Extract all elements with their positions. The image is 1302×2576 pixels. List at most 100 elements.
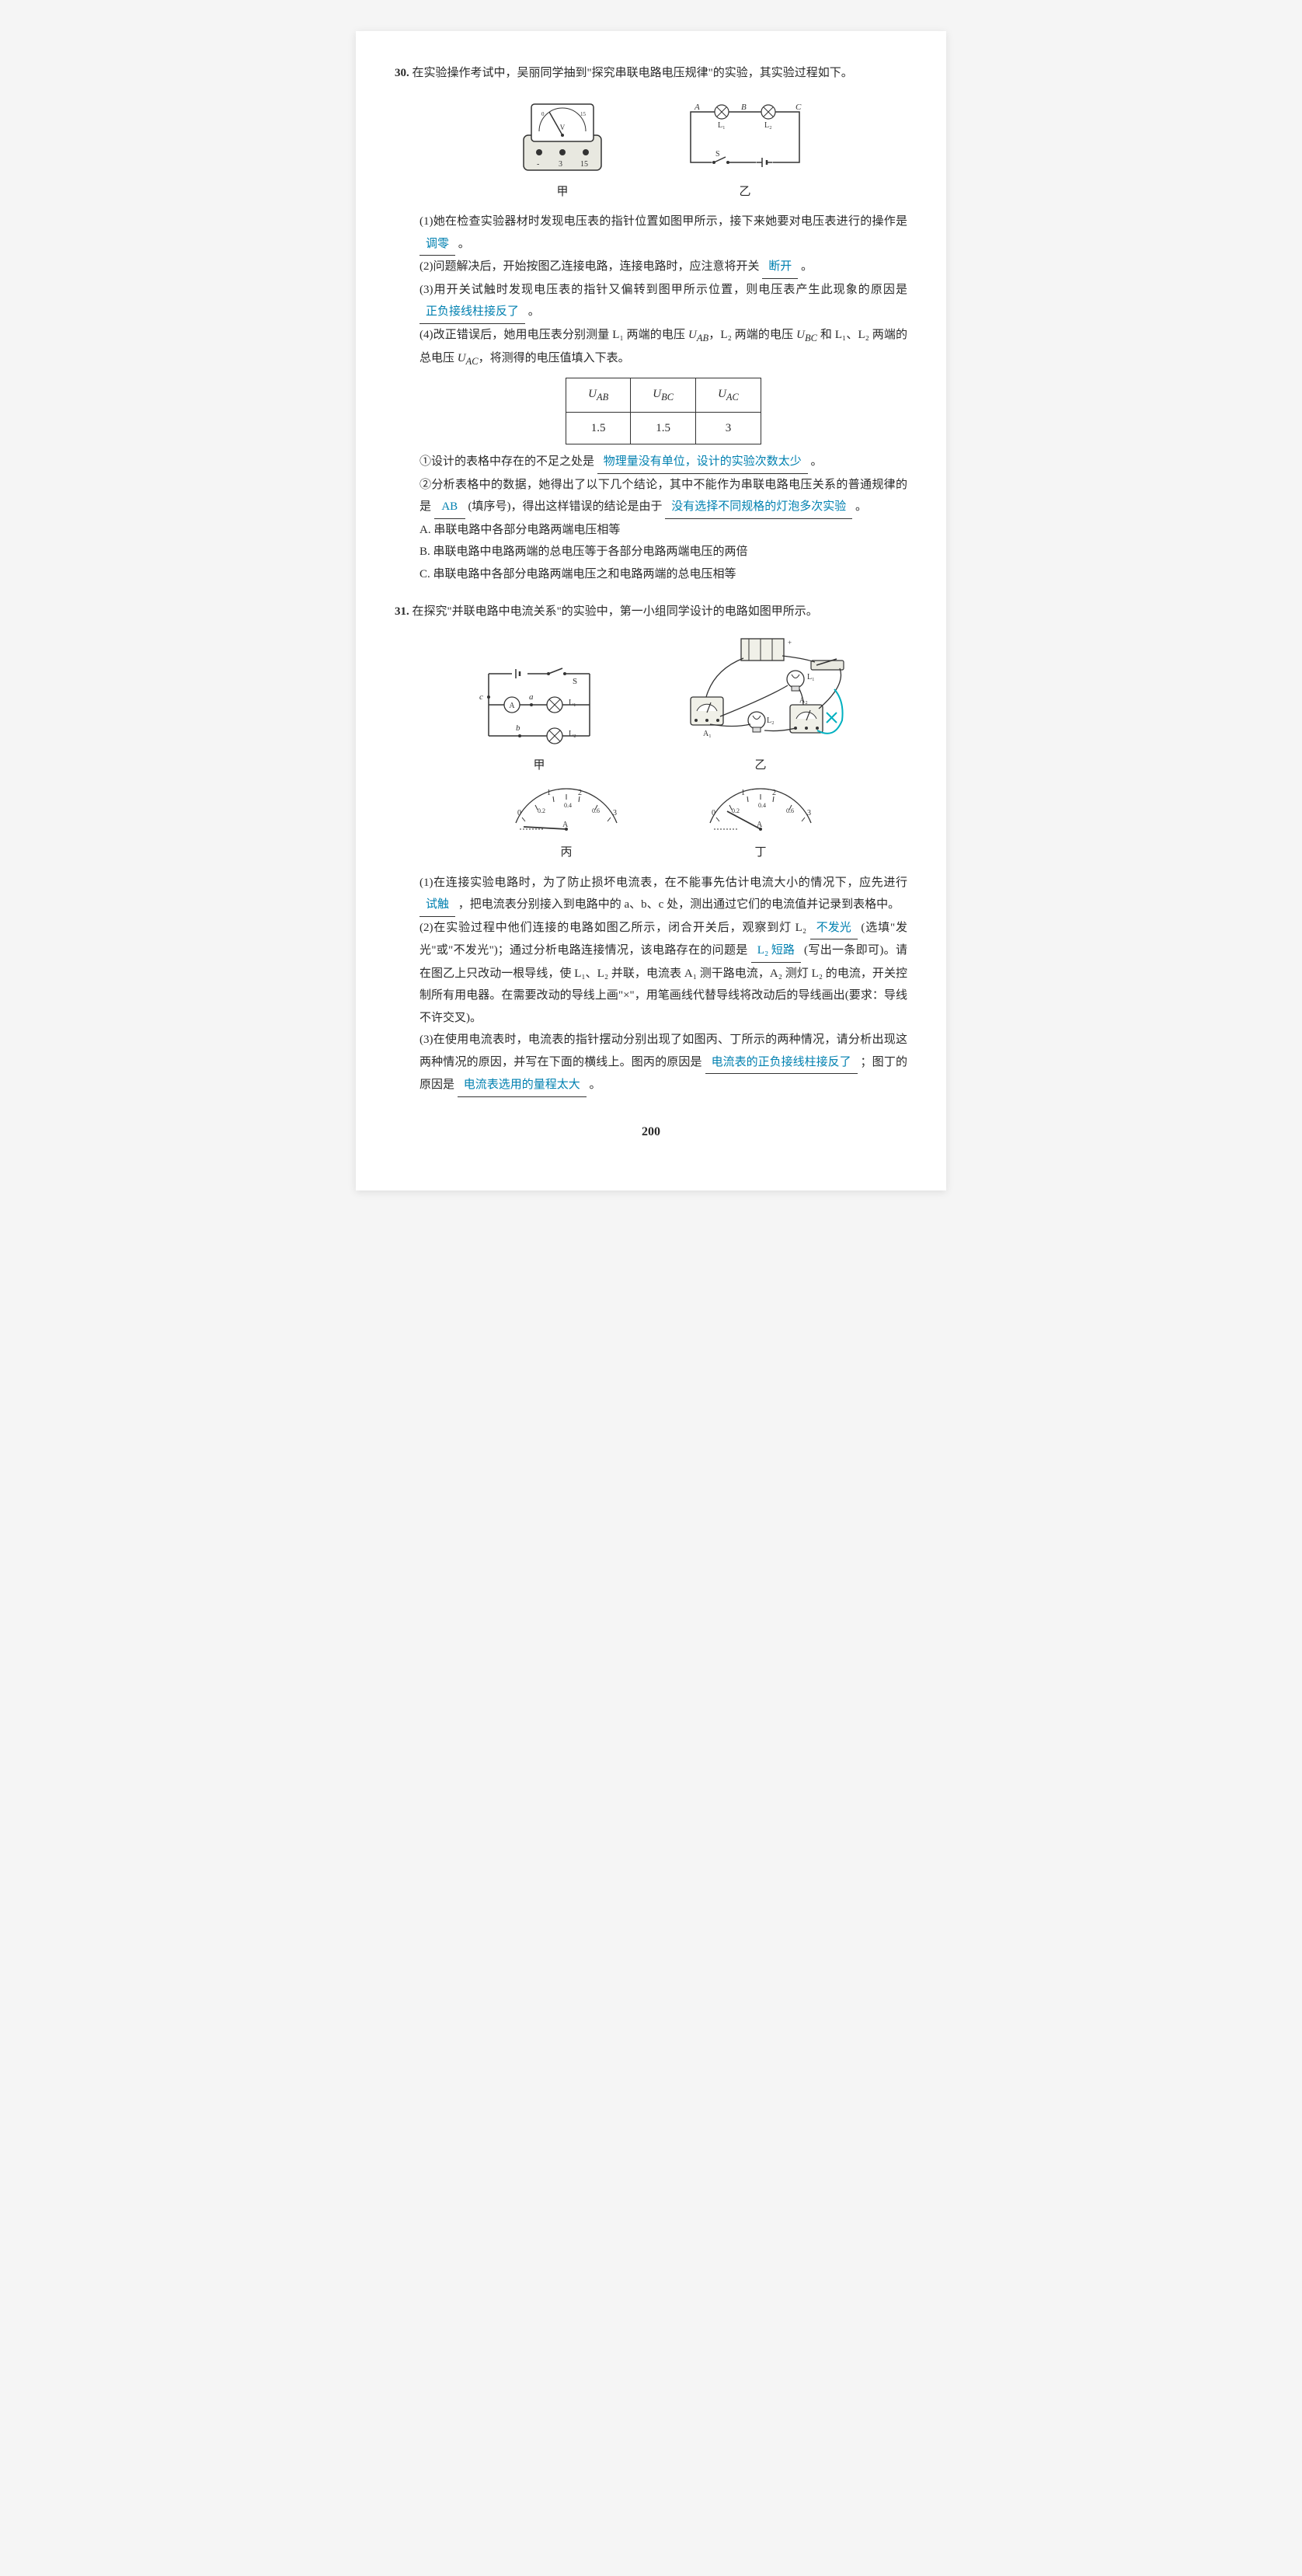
sub4-1-prefix: ①设计的表格中存在的不足之处是 — [419, 455, 594, 468]
q31-figures-bottom: 0 1 2 3 0.2 0.4 0.6 A 丙 — [419, 784, 907, 864]
figure-circuit-jia: S c A a L₁ — [473, 662, 605, 777]
question-header: 30. 在实验操作考试中，吴丽同学抽到"探究串联电路电压规律"的实验，其实验过程… — [395, 62, 907, 85]
sub4-2-mid: (填序号)，得出这样错误的结论是由于 — [468, 500, 663, 513]
table-header: UBC — [631, 378, 696, 413]
q31-sub1: (1)在连接实验电路时，为了防止损坏电流表，在不能事先估计电流大小的情况下，应先… — [419, 872, 907, 917]
figure-label: 乙 — [754, 755, 766, 777]
figure-circuit-yi: A B C L₁ L₂ S — [675, 100, 815, 204]
option-c: C. 串联电路中各部分电路两端电压之和电路两端的总电压相等 — [419, 563, 907, 586]
table-header: UAC — [696, 378, 761, 413]
sub4-2-answer1: AB — [434, 496, 465, 519]
q30-figures: V 0 15 - 3 15 甲 — [419, 92, 907, 204]
figure-voltmeter: V 0 15 - 3 15 甲 — [512, 92, 613, 204]
svg-text:15: 15 — [580, 111, 587, 117]
svg-text:L₂: L₂ — [764, 121, 772, 130]
table-cell: 3 — [696, 412, 761, 444]
svg-text:L₁: L₁ — [718, 121, 726, 130]
sub1-answer: 调零 — [419, 233, 455, 256]
q31-figures-top: S c A a L₁ — [419, 631, 907, 777]
svg-text:c: c — [479, 692, 483, 702]
svg-text:A: A — [509, 702, 515, 710]
svg-text:0: 0 — [517, 809, 521, 817]
question-intro: 在探究"并联电路中电流关系"的实验中，第一小组同学设计的电路如图甲所示。 — [413, 605, 818, 618]
svg-text:15: 15 — [580, 160, 588, 169]
circuit-jia-icon: S c A a L₁ — [473, 662, 605, 751]
option-a: A. 串联电路中各部分电路两端电压相等 — [419, 519, 907, 542]
svg-text:A: A — [562, 821, 569, 829]
svg-text:C: C — [795, 103, 802, 112]
sub2-prefix: (2)问题解决后，开始按图乙连接电路，连接电路时，应注意将开关 — [419, 260, 760, 273]
figure-label-jia: 甲 — [556, 181, 568, 204]
sub2-prefix: (2)在实验过程中他们连接的电路如图乙所示，闭合开关后，观察到灯 L₂ — [419, 922, 806, 934]
q30-sub4-1: ①设计的表格中存在的不足之处是 物理量没有单位，设计的实验次数太少 。 — [419, 451, 907, 474]
sub1-suffix: 。 — [458, 238, 470, 250]
svg-text:0: 0 — [712, 809, 715, 817]
sub3-answer2: 电流表选用的量程太大 — [458, 1074, 587, 1097]
svg-text:V: V — [560, 124, 566, 131]
svg-text:+: + — [788, 639, 792, 647]
sub4-1-answer: 物理量没有单位，设计的实验次数太少 — [597, 451, 808, 474]
q30-sub1: (1)她在检查实验器材时发现电压表的指针位置如图甲所示，接下来她要对电压表进行的… — [419, 211, 907, 256]
sub3-prefix: (3)用开关试触时发现电压表的指针又偏转到图甲所示位置，则电压表产生此现象的原因… — [419, 284, 907, 296]
svg-text:0: 0 — [541, 111, 545, 117]
svg-text:1: 1 — [741, 789, 745, 797]
svg-text:S: S — [573, 677, 577, 686]
sub2-answer2: L₂ 短路 — [751, 939, 801, 963]
sub4-text: (4)改正错误后，她用电压表分别测量 L₁ 两端的电压 UAB，L₂ 两端的电压… — [419, 329, 907, 365]
document-page: 30. 在实验操作考试中，吴丽同学抽到"探究串联电路电压规律"的实验，其实验过程… — [356, 31, 946, 1190]
table-header-row: UAB UBC UAC — [566, 378, 761, 413]
svg-text:1: 1 — [547, 789, 551, 797]
sub2-suffix: 。 — [801, 260, 813, 273]
svg-text:B: B — [741, 103, 747, 112]
sub3-suffix: 。 — [590, 1079, 601, 1091]
svg-text:b: b — [516, 723, 520, 733]
q30-sub3: (3)用开关试触时发现电压表的指针又偏转到图甲所示位置，则电压表产生此现象的原因… — [419, 279, 907, 324]
figure-label: 丁 — [754, 842, 766, 864]
circuit-icon: A B C L₁ L₂ S — [675, 100, 815, 178]
sub3-answer1: 电流表的正负接线柱接反了 — [705, 1051, 858, 1075]
svg-text:3: 3 — [807, 809, 811, 817]
table-header: UAB — [566, 378, 631, 413]
figure-label-yi: 乙 — [739, 181, 750, 204]
physical-circuit-icon: + L₁ L₂ — [667, 631, 854, 751]
svg-text:A: A — [757, 821, 763, 829]
sub4-1-suffix: 。 — [811, 455, 823, 468]
svg-text:2: 2 — [772, 789, 776, 797]
question-number: 31. — [395, 605, 409, 618]
figure-label: 甲 — [533, 755, 545, 777]
q30-sub4: (4)改正错误后，她用电压表分别测量 L₁ 两端的电压 UAB，L₂ 两端的电压… — [419, 324, 907, 372]
table-cell: 1.5 — [566, 412, 631, 444]
figure-circuit-yi-physical: + L₁ L₂ — [667, 631, 854, 777]
sub2-answer1: 不发光 — [810, 917, 858, 940]
svg-text:3: 3 — [613, 809, 617, 817]
svg-text:0.6: 0.6 — [786, 807, 794, 814]
page-number: 200 — [395, 1121, 907, 1144]
question-31-content: S c A a L₁ — [395, 631, 907, 1097]
voltmeter-icon: V 0 15 - 3 15 — [512, 92, 613, 178]
svg-text:A₁: A₁ — [703, 730, 712, 738]
svg-text:L₁: L₁ — [569, 699, 576, 707]
figure-meter-bing: 0 1 2 3 0.2 0.4 0.6 A 丙 — [500, 784, 632, 864]
svg-text:0.4: 0.4 — [758, 802, 766, 809]
sub1-prefix: (1)在连接实验电路时，为了防止损坏电流表，在不能事先估计电流大小的情况下，应先… — [419, 877, 907, 889]
table-row: 1.5 1.5 3 — [566, 412, 761, 444]
sub3-suffix: 。 — [528, 305, 540, 318]
q30-sub4-2: ②分析表格中的数据，她得出了以下几个结论，其中不能作为串联电路电压关系的普通规律… — [419, 474, 907, 519]
svg-text:3: 3 — [559, 160, 562, 169]
sub4-2-answer2: 没有选择不同规格的灯泡多次实验 — [665, 496, 852, 519]
svg-text:L₂: L₂ — [569, 730, 576, 738]
svg-text:0.6: 0.6 — [592, 807, 600, 814]
svg-text:A: A — [694, 103, 700, 112]
sub1-suffix: ，把电流表分别接入到电路中的 a、b、c 处，测出通过它们的电流值并记录到表格中… — [458, 898, 900, 911]
sub4-2-suffix: 。 — [855, 500, 867, 513]
svg-text:0.4: 0.4 — [564, 802, 572, 809]
svg-text:2: 2 — [578, 789, 582, 797]
question-31: 31. 在探究"并联电路中电流关系"的实验中，第一小组同学设计的电路如图甲所示。 — [395, 601, 907, 1097]
question-30-content: V 0 15 - 3 15 甲 — [395, 92, 907, 586]
sub2-answer: 断开 — [762, 256, 798, 279]
q30-sub2: (2)问题解决后，开始按图乙连接电路，连接电路时，应注意将开关 断开 。 — [419, 256, 907, 279]
question-header: 31. 在探究"并联电路中电流关系"的实验中，第一小组同学设计的电路如图甲所示。 — [395, 601, 907, 623]
q31-sub3: (3)在使用电流表时，电流表的指针摆动分别出现了如图丙、丁所示的两种情况，请分析… — [419, 1029, 907, 1097]
option-b: B. 串联电路中电路两端的总电压等于各部分电路两端电压的两倍 — [419, 541, 907, 563]
table-cell: 1.5 — [631, 412, 696, 444]
